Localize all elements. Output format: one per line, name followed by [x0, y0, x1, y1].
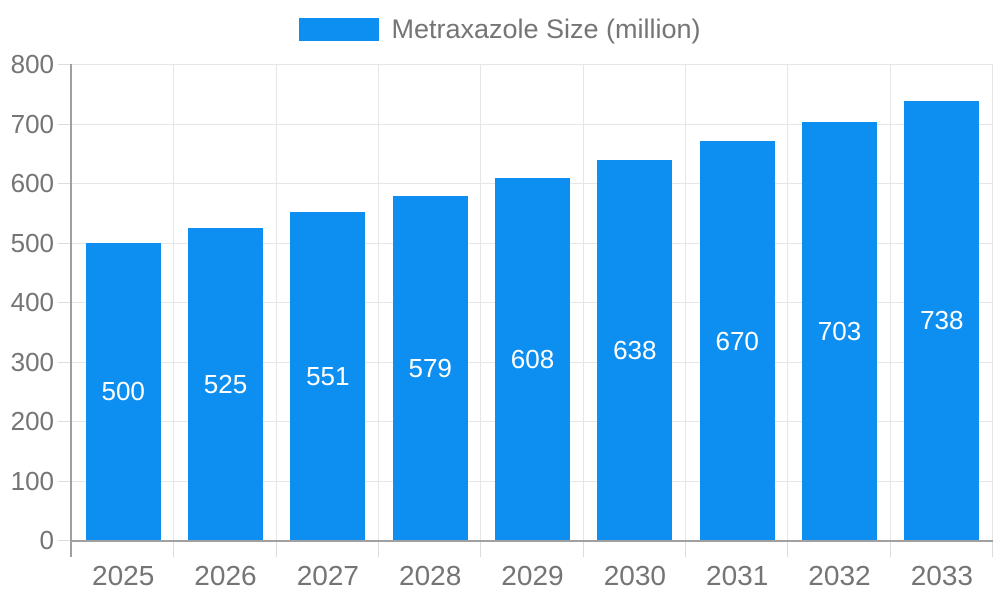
- bar-value-label: 500: [101, 376, 145, 407]
- x-axis-label: 2028: [399, 560, 462, 591]
- bar-2026: [188, 227, 263, 540]
- x-axis-line: [70, 540, 993, 542]
- y-axis-tick: [58, 302, 72, 303]
- y-axis-tick: [58, 64, 72, 65]
- x-axis-tick: [173, 542, 175, 557]
- v-gridline: [378, 64, 379, 540]
- y-axis-tick: [58, 123, 72, 125]
- bar-2028: [392, 195, 468, 540]
- y-axis-tick: [58, 183, 72, 184]
- v-gridline: [275, 64, 277, 540]
- bar-value-label: 551: [306, 361, 350, 392]
- x-axis-tick: [787, 542, 789, 557]
- bar-2031: [699, 141, 775, 540]
- bar-value-label: 525: [203, 368, 248, 399]
- y-axis-label: 300: [10, 346, 54, 377]
- x-axis-tick: [480, 542, 482, 557]
- x-axis-tick: [582, 542, 584, 557]
- v-gridline: [992, 64, 993, 540]
- h-gridline: [72, 123, 993, 125]
- y-axis-label: 800: [10, 49, 54, 79]
- x-axis-label: 2030: [603, 560, 666, 591]
- y-axis-label: 400: [10, 287, 54, 317]
- v-gridline: [173, 64, 175, 540]
- bar-2030: [597, 160, 673, 540]
- y-axis-tick: [58, 480, 72, 482]
- y-axis-label: 600: [10, 168, 54, 198]
- bar-2029: [495, 178, 570, 540]
- x-axis-label: 2029: [501, 560, 564, 591]
- y-axis-label: 100: [10, 465, 54, 496]
- h-gridline: [72, 64, 993, 65]
- y-axis-label: 700: [10, 108, 54, 139]
- bar-value-label: 703: [817, 315, 862, 346]
- bar-value-label: 579: [408, 352, 452, 383]
- y-axis-line: [70, 64, 72, 557]
- y-axis-label: 500: [10, 227, 54, 258]
- x-axis-tick: [378, 542, 379, 557]
- x-axis-tick: [685, 542, 686, 557]
- x-axis-label: 2032: [808, 560, 871, 591]
- x-axis-tick: [889, 542, 891, 557]
- v-gridline: [480, 64, 482, 540]
- bar-2025: [85, 242, 161, 540]
- bar-2032: [802, 121, 877, 540]
- x-axis-label: 2027: [296, 560, 359, 591]
- legend-label: Metraxazole Size (million): [391, 14, 701, 44]
- legend-swatch-icon: [299, 18, 380, 41]
- x-axis-label: 2026: [194, 560, 257, 591]
- v-gridline: [685, 64, 686, 540]
- bar-value-label: 670: [715, 325, 759, 356]
- bar-value-label: 738: [920, 305, 964, 336]
- x-axis-tick: [992, 542, 993, 557]
- v-gridline: [582, 64, 584, 540]
- y-axis-tick: [58, 540, 72, 541]
- bar-2033: [904, 100, 980, 540]
- y-axis-tick: [58, 242, 72, 244]
- bar-2027: [290, 212, 366, 540]
- y-axis-tick: [58, 361, 72, 363]
- x-axis-label: 2033: [910, 560, 973, 591]
- bar-value-label: 608: [510, 344, 555, 375]
- v-gridline: [889, 64, 891, 540]
- x-axis-label: 2025: [92, 560, 155, 591]
- legend-item[interactable]: Metraxazole Size (million): [0, 16, 1000, 43]
- x-axis-tick: [275, 542, 277, 557]
- y-axis-label: 200: [10, 406, 54, 436]
- v-gridline: [787, 64, 789, 540]
- bar-value-label: 638: [613, 335, 657, 366]
- y-axis-label: 0: [39, 525, 54, 555]
- x-axis-label: 2031: [706, 560, 769, 591]
- y-axis-tick: [58, 421, 72, 422]
